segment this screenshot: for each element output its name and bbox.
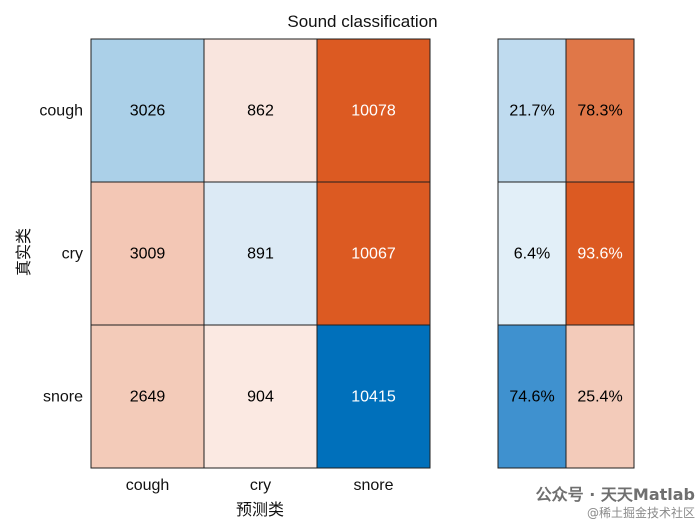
matrix-cell-cough-cough bbox=[90, 38, 205, 183]
x-axis-title: 预测类 bbox=[235, 500, 284, 519]
matrix-cell-cough-cry bbox=[203, 38, 318, 183]
matrix-cell-cry-cough bbox=[90, 181, 205, 326]
matrix-value-cough-snore: 10078 bbox=[351, 103, 396, 120]
matrix-value-cry-snore: 10067 bbox=[351, 246, 396, 263]
matrix-value-snore-cough: 2649 bbox=[130, 389, 166, 406]
summary-cell-cough-1 bbox=[497, 38, 567, 183]
matrix-value-cough-cry: 862 bbox=[247, 103, 274, 120]
y-axis-title: 真实类 bbox=[14, 228, 33, 277]
matrix-layer: 3026 862 10078 3009 891 10067 2649 904 10415 bbox=[90, 38, 431, 469]
y-tick-label-snore: snore bbox=[43, 389, 83, 406]
summary-value-cough-1: 21.7% bbox=[509, 103, 554, 120]
summary-value-cough-2: 78.3% bbox=[577, 103, 622, 120]
summary-cell-cough-2 bbox=[565, 38, 635, 183]
summary-value-snore-2: 25.4% bbox=[577, 389, 622, 406]
x-tick-label-cough: cough bbox=[126, 477, 170, 494]
matrix-cell-snore-snore bbox=[316, 324, 431, 469]
summary-cell-cry-2 bbox=[565, 181, 635, 326]
matrix-value-snore-cry: 904 bbox=[247, 389, 274, 406]
summary-value-snore-1: 74.6% bbox=[509, 389, 554, 406]
matrix-value-cough-cough: 3026 bbox=[130, 103, 166, 120]
summary-layer: 21.7% 78.3% 6.4% 93.6% 74.6% 25.4% bbox=[497, 38, 635, 469]
x-tick-label-snore: snore bbox=[353, 477, 393, 494]
axis-layer: cough cry snore cough cry snore bbox=[39, 103, 393, 495]
matrix-value-snore-snore: 10415 bbox=[351, 389, 396, 406]
matrix-cell-cry-snore bbox=[316, 181, 431, 326]
matrix-cell-snore-cough bbox=[90, 324, 205, 469]
matrix-cell-cry-cry bbox=[203, 181, 318, 326]
summary-value-cry-2: 93.6% bbox=[577, 246, 622, 263]
x-tick-label-cry: cry bbox=[250, 477, 271, 494]
matrix-value-cry-cry: 891 bbox=[247, 246, 274, 263]
summary-value-cry-1: 6.4% bbox=[514, 246, 550, 263]
summary-cell-snore-2 bbox=[565, 324, 635, 469]
y-tick-label-cry: cry bbox=[62, 246, 83, 263]
summary-cell-cry-1 bbox=[497, 181, 567, 326]
summary-cell-snore-1 bbox=[497, 324, 567, 469]
matrix-value-cry-cough: 3009 bbox=[130, 246, 166, 263]
matrix-cell-cough-snore bbox=[316, 38, 431, 183]
y-tick-label-cough: cough bbox=[39, 103, 83, 120]
matrix-cell-snore-cry bbox=[203, 324, 318, 469]
chart-title: Sound classification bbox=[287, 12, 438, 31]
